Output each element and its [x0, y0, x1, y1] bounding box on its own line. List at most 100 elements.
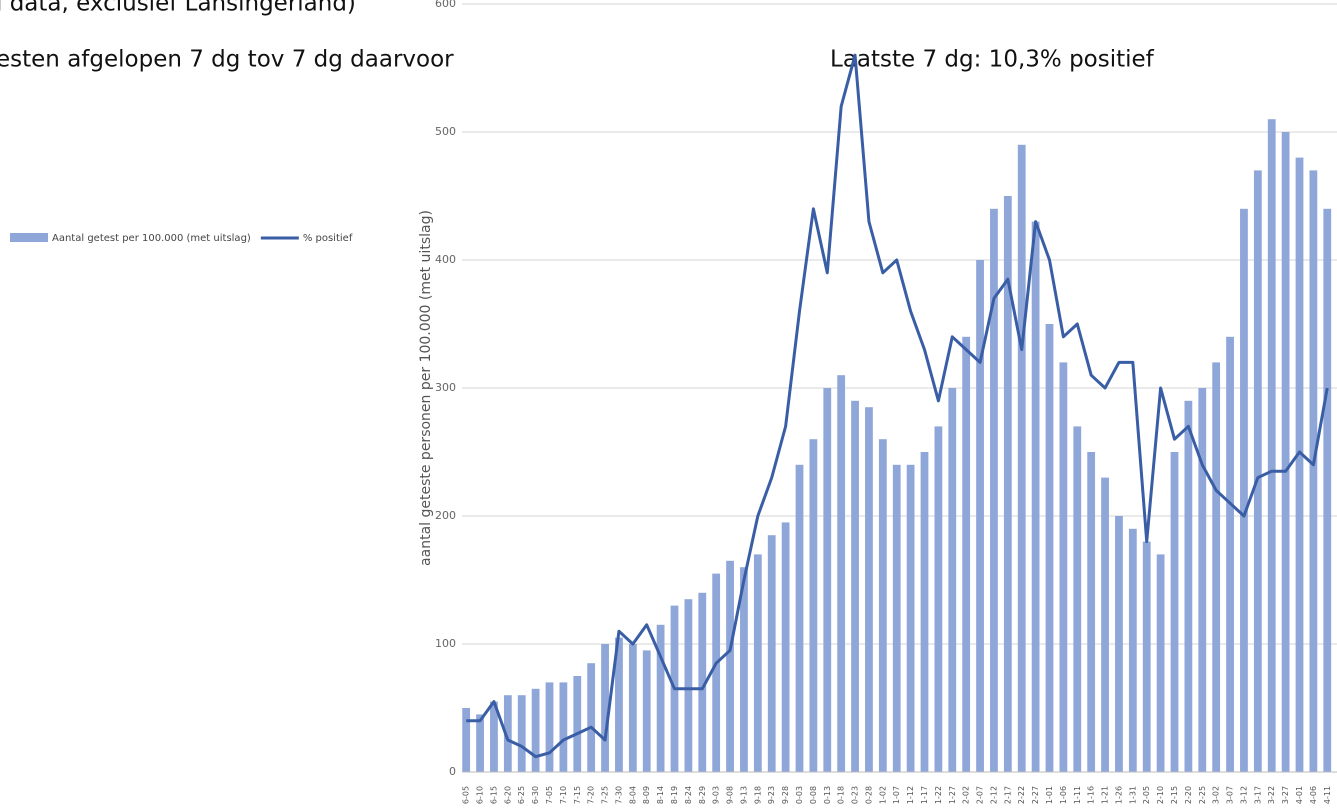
bar: [920, 452, 929, 772]
x-tick-label: 0-08: [809, 786, 818, 804]
x-tick-label: 1-31: [1128, 786, 1137, 804]
x-tick-label: 4-01: [1295, 786, 1304, 804]
bar: [948, 388, 957, 772]
bar: [1073, 426, 1082, 772]
bar: [1059, 362, 1068, 772]
x-tick-label: 8-24: [684, 786, 693, 804]
bar: [1128, 528, 1137, 772]
line: [466, 53, 1329, 759]
x-tick-label: 2-22: [1017, 786, 1026, 804]
y-tick-label: 200: [435, 509, 456, 522]
legend-label: Aantal getest per 100.000 (met uitslag): [52, 233, 251, 244]
x-tick-label: 2-15: [1170, 786, 1179, 804]
bar: [1309, 170, 1318, 772]
x-tick-label: 7-25: [601, 786, 610, 804]
bar: [601, 644, 609, 772]
x-tick-label: 4-11: [1323, 786, 1332, 804]
x-tick-label: 2-10: [1156, 786, 1165, 804]
bar: [1142, 541, 1151, 772]
x-tick-label: 0-03: [795, 786, 804, 804]
chart-subtitle: esten afgelopen 7 dg tov 7 dg daarvoor: [0, 47, 454, 73]
x-tick-label: 2-25: [1198, 786, 1207, 804]
bar: [1156, 554, 1165, 772]
legend-swatch: [10, 233, 48, 242]
bar: [962, 336, 971, 772]
bar: [823, 388, 832, 772]
bar: [1017, 144, 1026, 773]
bar: [1240, 208, 1248, 773]
x-tick-label: 1-12: [906, 786, 915, 804]
x-tick-label: 8-29: [698, 786, 707, 804]
x-tick-label: 9-23: [767, 786, 776, 804]
legend-label: % positief: [303, 233, 353, 244]
x-tick-label: 2-20: [1184, 786, 1193, 804]
bar: [1198, 388, 1207, 772]
x-tick-label: 7-20: [587, 786, 596, 804]
x-tick-label: 3-22: [1267, 786, 1276, 804]
bar: [809, 439, 818, 772]
x-tick-label: 2-12: [989, 786, 998, 804]
x-tick-label: 1-17: [920, 786, 929, 804]
bar: [587, 663, 596, 772]
x-tick-label: 3-17: [1253, 786, 1262, 804]
chart-title: l data, exclusief Lansingerland): [0, 0, 356, 17]
x-tick-label: 8-04: [628, 786, 637, 804]
x-tick-label: 1-22: [934, 786, 943, 804]
bar: [573, 676, 582, 772]
x-tick-label: 9-18: [753, 786, 762, 804]
x-tick-label: 3-07: [1226, 786, 1235, 804]
y-tick-label: 500: [435, 125, 456, 138]
x-tick-label: 2-17: [1003, 786, 1012, 804]
x-tick-label: 3-12: [1239, 786, 1248, 804]
bar: [781, 522, 790, 772]
x-tick-label: 2-27: [1031, 786, 1040, 804]
annotation: Laatste 7 dg: 10,3% positief: [830, 47, 1155, 73]
bar: [837, 375, 846, 772]
bar: [990, 208, 998, 773]
bar: [1281, 132, 1290, 772]
x-tick-label: 1-21: [1101, 786, 1110, 804]
x-tick-label: 9-03: [712, 786, 721, 804]
x-tick-label: 7-30: [614, 786, 623, 804]
bar: [517, 695, 526, 772]
bar: [628, 644, 637, 772]
bar: [976, 260, 984, 772]
x-tick-label: 8-14: [656, 786, 665, 804]
x-tick-label: 2-07: [976, 786, 985, 804]
bar: [1031, 221, 1040, 773]
bar: [1267, 119, 1276, 772]
bar: [1226, 336, 1234, 772]
x-tick-label: 6-20: [503, 786, 512, 804]
bar: [656, 624, 665, 772]
bar: [851, 400, 859, 772]
x-tick-label: 7-15: [573, 786, 582, 804]
x-tick-label: 1-26: [1114, 786, 1123, 804]
bar: [865, 407, 873, 772]
bar: [906, 464, 915, 772]
bar: [503, 695, 512, 772]
x-tick-label: 1-27: [948, 786, 957, 804]
x-tick-label: 2-05: [1142, 786, 1151, 804]
x-tick-label: 0-13: [823, 786, 832, 804]
y-tick-label: 300: [435, 381, 456, 394]
bar: [1212, 362, 1221, 772]
bar: [1323, 208, 1332, 773]
y-tick-label: 400: [435, 253, 456, 266]
legend: Aantal getest per 100.000 (met uitslag)%…: [10, 233, 353, 244]
x-tick-label: 6-15: [489, 786, 498, 804]
bar: [1170, 452, 1179, 772]
x-tick-label: 0-23: [851, 786, 860, 804]
bar: [490, 701, 498, 772]
x-tick-label: 2-02: [962, 786, 971, 804]
bar: [726, 560, 734, 772]
bar: [892, 464, 901, 772]
x-tick-label: 6-25: [517, 786, 526, 804]
x-tick-label: 1-11: [1073, 786, 1082, 804]
x-tick-label: 6-30: [531, 786, 540, 804]
bar: [698, 592, 707, 772]
bar: [767, 535, 776, 772]
x-tick-label: 6-05: [462, 786, 471, 804]
x-tick-label: 9-08: [726, 786, 735, 804]
x-tick-label: 6-10: [476, 786, 485, 804]
bar: [712, 573, 721, 772]
